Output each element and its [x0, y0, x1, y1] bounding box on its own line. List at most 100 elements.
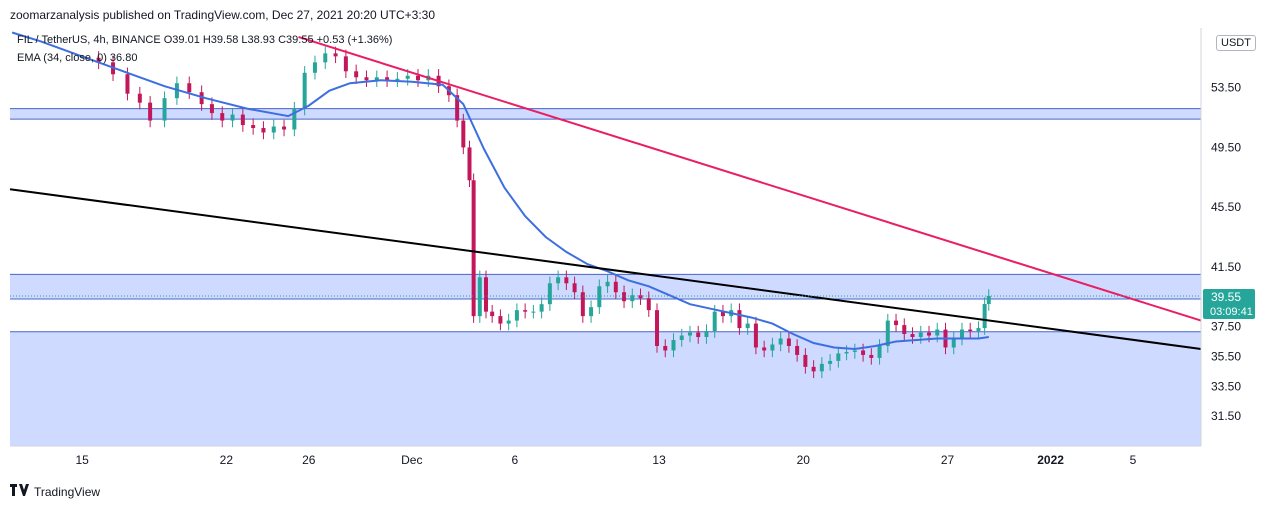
candle-body — [902, 325, 907, 335]
candle-body — [282, 126, 287, 130]
candle-body — [96, 57, 101, 63]
currency-pill[interactable]: USDT — [1216, 35, 1256, 51]
candle-body — [302, 72, 307, 109]
candle-body — [506, 320, 511, 324]
candle-body — [778, 338, 783, 345]
candle-body — [471, 180, 476, 317]
candle-body — [803, 354, 808, 367]
candle-body — [385, 77, 390, 81]
x-tick-label: 22 — [220, 453, 234, 467]
tradingview-logo-icon — [10, 484, 30, 499]
candle-body — [490, 311, 495, 317]
candle-body — [531, 311, 536, 313]
candle-body — [467, 147, 472, 181]
candle-body — [292, 108, 297, 130]
y-tick-label: 35.50 — [1211, 349, 1241, 363]
x-tick-label: 2022 — [1037, 453, 1064, 467]
candle-body — [597, 286, 602, 308]
candle-body — [251, 125, 256, 129]
candle-body — [877, 345, 882, 358]
candle-body — [852, 350, 857, 352]
candle-body — [323, 53, 328, 63]
candle-body — [240, 114, 245, 126]
candle-body — [786, 338, 791, 346]
candle-body — [712, 311, 717, 332]
candle-body — [556, 277, 561, 284]
candle-body — [770, 344, 775, 351]
candle-body — [910, 334, 915, 338]
candle-body — [982, 304, 987, 329]
ema-legend[interactable]: EMA (34, close, 0) 36.80 — [17, 52, 138, 64]
candle-body — [976, 328, 981, 332]
candle-body — [894, 320, 899, 326]
candle-body — [861, 350, 866, 355]
candle-body — [230, 114, 235, 121]
candle-body — [374, 77, 379, 81]
candle-body — [498, 316, 503, 324]
trendline-0 — [298, 36, 1202, 322]
candle-body — [605, 281, 610, 287]
candle-body — [415, 75, 420, 81]
symbol-legend[interactable]: FIL / TetherUS, 4h, BINANCE O39.01 H39.5… — [17, 34, 393, 46]
candle-body — [745, 323, 750, 329]
candle-body — [828, 360, 833, 364]
candle-body — [795, 345, 800, 355]
candle-body — [364, 77, 369, 81]
candle-body — [655, 310, 660, 346]
candle-body — [762, 347, 767, 351]
y-tick-label: 49.50 — [1211, 140, 1241, 154]
y-tick-label: 31.50 — [1211, 409, 1241, 423]
candle-body — [638, 295, 643, 299]
candle-body — [951, 338, 956, 348]
candle-body — [220, 113, 225, 121]
candle-body — [630, 295, 635, 302]
candle-body — [539, 304, 544, 312]
candle-body — [704, 331, 709, 338]
candle-body — [261, 128, 266, 133]
last-price-countdown: 03:09:41 — [1210, 306, 1253, 318]
candle-body — [271, 126, 276, 133]
candle-body — [918, 332, 923, 338]
candle-body — [687, 332, 692, 336]
ema-line — [11, 31, 989, 351]
candle-body — [753, 323, 758, 348]
candle-body — [162, 98, 167, 121]
candle-body — [523, 310, 528, 312]
candle-body — [613, 281, 618, 293]
candle-body — [209, 104, 214, 114]
candle-body — [819, 363, 824, 372]
footer-brand[interactable]: TradingView — [10, 484, 100, 499]
x-tick-label: 20 — [797, 453, 811, 467]
candle-body — [959, 329, 964, 339]
y-tick-label: 41.50 — [1211, 260, 1241, 274]
candle-body — [461, 120, 466, 148]
candle-body — [968, 329, 973, 332]
candle-body — [646, 298, 651, 311]
candle-body — [811, 366, 816, 372]
candle-body — [572, 283, 577, 293]
last-price-value: 39.55 — [1211, 290, 1241, 304]
zone-1 — [10, 274, 1201, 299]
candle-body — [927, 332, 932, 336]
candle-body — [343, 56, 348, 72]
candle-body — [885, 320, 890, 346]
candle-body — [720, 311, 725, 317]
candle-body — [455, 95, 460, 121]
candle-body — [986, 295, 991, 305]
x-tick-label: 6 — [511, 453, 518, 467]
candle-body — [125, 74, 130, 94]
candle-body — [199, 92, 204, 105]
trendline-1 — [9, 188, 1202, 350]
last-price-label: 39.55 03:09:41 — [1203, 288, 1255, 319]
candle-body — [671, 340, 676, 351]
candle-body — [148, 102, 153, 121]
x-tick-label: 15 — [75, 453, 89, 467]
x-tick-label: 5 — [1130, 453, 1137, 467]
candle-body — [312, 62, 317, 73]
candle-body — [333, 53, 338, 57]
candle-body — [405, 75, 410, 79]
candle-body — [395, 78, 400, 81]
x-tick-label: 26 — [302, 453, 316, 467]
